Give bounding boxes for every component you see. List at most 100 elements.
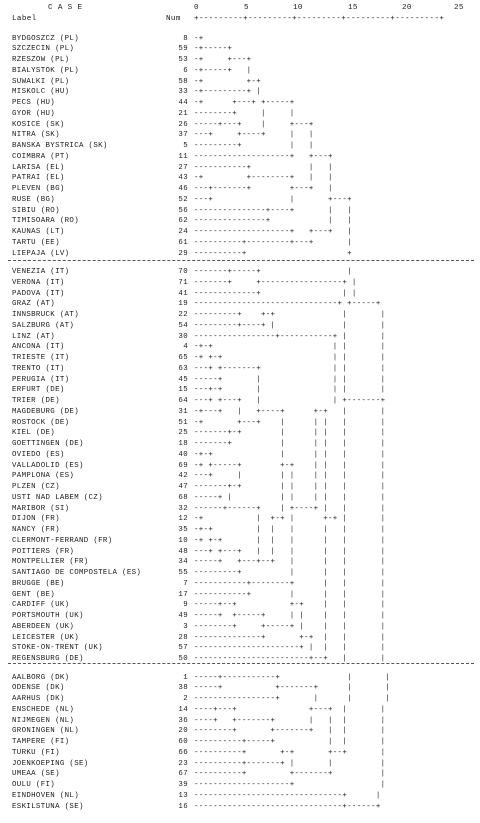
case-label: PECS (HU) [12,99,56,107]
dendrogram-branch: --------+ +-----+ | | | | [194,622,386,631]
case-number: 24 [178,228,188,236]
case-number: 42 [178,472,188,481]
case-label: UMEAA (SE) [12,770,60,779]
dendrogram-branch: -----------+--------+ | | | [194,579,386,588]
case-label: RZESZOW (PL) [12,56,70,64]
case-label: GRAZ (AT) [12,300,56,309]
case-label: TIMISOARA (RO) [12,217,79,226]
case-number: 64 [178,397,188,405]
case-number: 61 [178,238,188,247]
case-label: TRIER (DE) [12,397,60,405]
case-label: MAGDEBURG (DE) [12,407,79,416]
case-number: 29 [178,249,188,258]
dendrogram-branch: -+-+ | | | [194,343,386,352]
case-number: 7 [183,579,188,588]
case-label: ABERDEEN (UK) [12,622,75,631]
case-label: VENEZIA (IT) [12,268,70,276]
case-label: PLEVEN (BG) [12,185,65,193]
case-label: DIJON (FR) [12,515,60,524]
case-number: 20 [178,727,188,736]
dendrogram-branch: -----------+ | | | | [194,590,386,599]
case-label: PORTSMOUTH (UK) [12,612,84,620]
case-number: 57 [178,644,188,653]
dendrogram-branch: --------------+ +-+ | | | [194,633,386,642]
case-number: 25 [178,429,188,438]
case-label: BRUGGE (BE) [12,579,65,588]
dendrogram-branch: -+---------+ | [194,88,261,97]
case-number: 49 [178,612,188,620]
case-label: LARISA (EL) [12,163,65,172]
case-number: 15 [178,386,188,395]
case-number: 28 [178,633,188,642]
case-label: STOKE-ON-TRENT (UK) [12,644,103,653]
case-label: TRENTO (IT) [12,364,65,373]
dendrogram-branch: ---+ | +---+ [194,195,352,204]
case-number: 40 [178,450,188,459]
dendrogram-branch: -----+ | | | | [194,375,386,384]
dendrogram-branch: -+ +---+ [194,56,252,64]
case-label: PADOVA (IT) [12,289,65,298]
case-label: LINZ (AT) [12,332,56,341]
dendrogram-branch: -+ +-+ [194,77,261,86]
case-label: TRIESTE (IT) [12,354,70,362]
dendrogram-branch: -----+ | | | | | | | [194,493,386,502]
case-number: 39 [178,781,188,789]
dendrogram-branch: --------------------+ +---+ [194,152,333,161]
case-label: INNSBRUCK (AT) [12,311,79,319]
case-label: JOENKOEPING (SE) [12,759,89,768]
dendrogram-branch: -----------------+ | | | [194,695,391,703]
case-label: BIALYSTOK (PL) [12,66,79,75]
case-label: BANSKA BYSTRICA (SK) [12,142,108,150]
case-label: GYOR (HU) [12,109,56,118]
dendrogram-branch: ----+ +-------+ | | | | [194,716,386,725]
num-column-header: Num [166,15,181,23]
case-label: TARTU (EE) [12,238,60,247]
scale-tick-20: 20 [402,4,412,12]
dendrogram-branch: ----------+---------+---+ | [194,238,352,247]
case-number: 14 [178,705,188,714]
case-number: 60 [178,738,188,746]
case-label: NIJMEGEN (NL) [12,716,75,725]
case-number: 35 [178,526,188,534]
case-number: 51 [178,418,188,427]
case-label: ENSCHEDE (NL) [12,705,75,714]
case-number: 45 [178,375,188,384]
case-number: 44 [178,99,188,107]
dendrogram-branch: -+---+ | +----+ +-+ | | [194,407,386,416]
case-label: SALZBURG (AT) [12,321,75,330]
dendrogram-branch: ---------+ | | | | [194,569,386,577]
case-number: 8 [183,34,188,43]
dendrogram-branch: -+-----+ [194,45,233,54]
dendrogram-branch: -+ +-----+ +-+ | | | | [194,461,386,470]
dendrogram-branch: -------------+ | | [194,289,357,298]
case-number: 52 [178,195,188,204]
case-number: 71 [178,278,188,287]
scale-axis-line: +---------+---------+---------+---------… [194,15,445,23]
dendrogram-branch: ---+ +---+ | | +-------+ [194,397,386,405]
case-label: AALBORG (DK) [12,673,70,682]
dendrogram-branch: -----------+ | | [194,163,333,172]
case-label: ANCONA (IT) [12,343,65,352]
case-label: GRONINGEN (NL) [12,727,79,736]
case-label: VERONA (IT) [12,278,65,287]
case-number: 23 [178,759,188,768]
case-label: SIBIU (RO) [12,206,60,215]
case-label: USTI NAD LABEM (CZ) [12,493,103,502]
dendrogram-branch: -+ +--------+ | | [194,174,333,183]
dendrogram-branch: ----------+ +-------+ | [194,770,386,779]
case-number: 11 [178,152,188,161]
case-number: 62 [178,217,188,226]
case-number: 33 [178,88,188,97]
case-label: MONTPELLIER (FR) [12,558,89,567]
case-label: GENT (BE) [12,590,56,599]
case-label: SUWALKI (PL) [12,77,70,86]
case-label: ROSTOCK (DE) [12,418,70,427]
case-number: 18 [178,440,188,448]
case-number: 56 [178,206,188,215]
case-number: 19 [178,300,188,309]
dendrogram-branch: -+ +---+ +-----+ [194,99,295,107]
case-label: GOETTINGEN (DE) [12,440,84,448]
case-number: 47 [178,483,188,491]
dendrogram-branch: -------------------------------+------+ [194,802,381,811]
case-label: SANTIAGO DE COMPOSTELA (ES) [12,569,142,577]
